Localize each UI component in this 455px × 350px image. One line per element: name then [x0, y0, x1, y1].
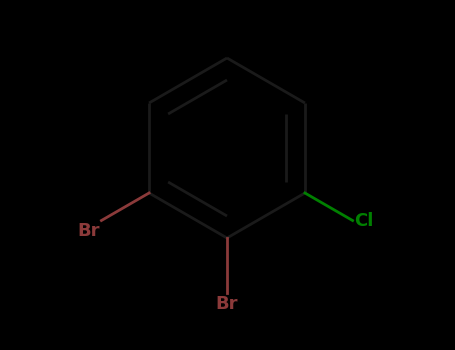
Text: Br: Br	[77, 223, 100, 240]
Text: Br: Br	[216, 295, 238, 313]
Text: Cl: Cl	[354, 211, 374, 230]
